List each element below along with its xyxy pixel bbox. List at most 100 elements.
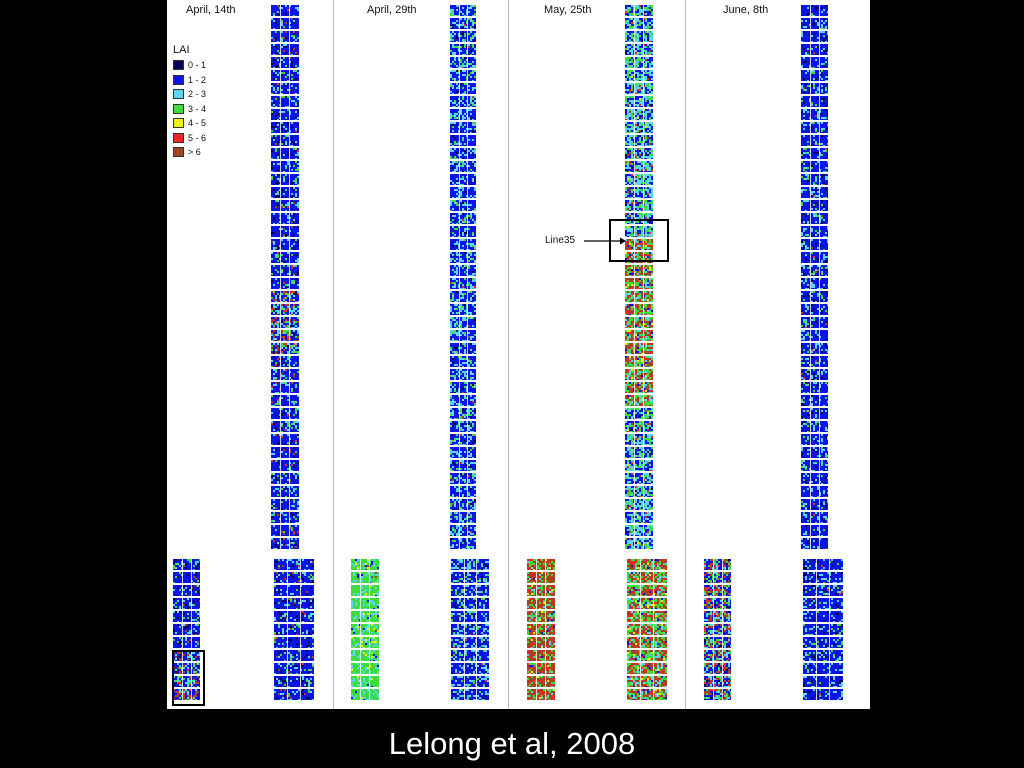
- field-plot: [450, 174, 476, 185]
- panel-date-label: April, 14th: [186, 4, 236, 16]
- field-plot: [801, 252, 828, 263]
- field-plot: [801, 343, 828, 354]
- field-plot: [271, 408, 299, 419]
- field-plot: [801, 408, 828, 419]
- field-plot: [450, 460, 476, 471]
- legend-title: LAI: [173, 44, 206, 56]
- field-plot: [450, 538, 476, 549]
- field-plot: [271, 174, 299, 185]
- field-plot: [627, 676, 667, 687]
- field-plot: [801, 96, 828, 107]
- field-plot: [271, 161, 299, 172]
- field-plot: [803, 624, 843, 635]
- field-plot: [801, 486, 828, 497]
- field-plot: [450, 512, 476, 523]
- field-plot: [801, 499, 828, 510]
- field-plot: [451, 611, 489, 622]
- field-plot: [801, 226, 828, 237]
- legend-label: 4 - 5: [188, 118, 206, 128]
- field-plot: [450, 369, 476, 380]
- field-plot: [450, 447, 476, 458]
- field-plot: [627, 689, 667, 700]
- field-plot: [627, 585, 667, 596]
- field-plot: [625, 200, 653, 211]
- field-plot: [801, 174, 828, 185]
- field-plot: [801, 447, 828, 458]
- field-plot: [271, 317, 299, 328]
- field-plot: [450, 434, 476, 445]
- field-plot: [271, 57, 299, 68]
- field-plot: [627, 572, 667, 583]
- field-plot: [625, 18, 653, 29]
- field-plot: [351, 611, 379, 622]
- field-plot: [801, 5, 828, 16]
- field-plot: [803, 572, 843, 583]
- field-plot: [627, 611, 667, 622]
- field-plot: [274, 676, 314, 687]
- field-plot: [271, 434, 299, 445]
- field-plot: [271, 18, 299, 29]
- field-plot: [801, 317, 828, 328]
- field-plot: [173, 559, 200, 570]
- field-plot: [625, 343, 653, 354]
- field-plot: [803, 598, 843, 609]
- field-plot: [627, 663, 667, 674]
- field-plot: [625, 239, 653, 250]
- field-plot: [625, 122, 653, 133]
- field-plot: [527, 663, 555, 674]
- field-plot: [801, 70, 828, 81]
- field-plot: [351, 689, 379, 700]
- field-plot: [625, 265, 653, 276]
- field-plot: [527, 650, 555, 661]
- legend-swatch: [173, 74, 184, 85]
- field-plot: [173, 624, 200, 635]
- field-plot: [173, 611, 200, 622]
- field-plot: [527, 585, 555, 596]
- field-plot: [625, 44, 653, 55]
- field-plot: [801, 31, 828, 42]
- field-plot: [173, 585, 200, 596]
- field-plot: [451, 663, 489, 674]
- field-plot: [451, 637, 489, 648]
- field-plot: [803, 650, 843, 661]
- legend-swatch: [173, 89, 184, 100]
- field-plot: [271, 226, 299, 237]
- field-plot: [625, 434, 653, 445]
- line35-label: Line35: [545, 235, 575, 246]
- field-plot: [704, 689, 731, 700]
- field-plot: [625, 161, 653, 172]
- field-strip: [627, 559, 667, 707]
- field-strip: [625, 5, 653, 558]
- field-plot: [801, 265, 828, 276]
- field-plot: [274, 559, 314, 570]
- field-plot: [451, 676, 489, 687]
- field-plot: [625, 421, 653, 432]
- field-plot: [625, 330, 653, 341]
- field-plot: [274, 624, 314, 635]
- field-plot: [625, 291, 653, 302]
- legend-entry: > 6: [173, 145, 206, 160]
- field-plot: [450, 109, 476, 120]
- field-plot: [450, 135, 476, 146]
- field-plot: [801, 18, 828, 29]
- field-plot: [271, 499, 299, 510]
- field-plot: [271, 369, 299, 380]
- field-plot: [271, 44, 299, 55]
- field-plot: [351, 663, 379, 674]
- field-plot: [803, 611, 843, 622]
- panel-date-label: June, 8th: [723, 4, 768, 16]
- field-plot: [351, 559, 379, 570]
- field-plot: [527, 624, 555, 635]
- field-plot: [801, 278, 828, 289]
- field-plot: [801, 382, 828, 393]
- field-plot: [450, 525, 476, 536]
- field-strip: [803, 559, 843, 707]
- field-strip: [351, 559, 379, 705]
- field-plot: [801, 148, 828, 159]
- field-plot: [450, 356, 476, 367]
- field-plot: [271, 460, 299, 471]
- field-plot: [271, 538, 299, 549]
- field-plot: [450, 18, 476, 29]
- field-plot: [625, 395, 653, 406]
- field-plot: [704, 559, 731, 570]
